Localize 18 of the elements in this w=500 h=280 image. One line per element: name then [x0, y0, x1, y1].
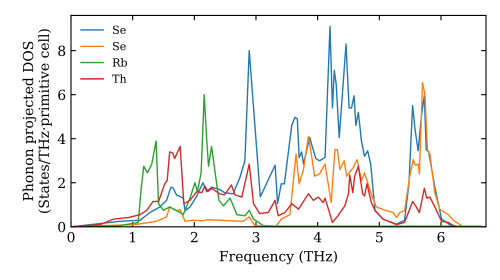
y-tick-label: 0 — [58, 222, 66, 232]
x-tick-label: 1 — [130, 232, 136, 242]
y-tick-label: 8 — [58, 46, 66, 56]
legend-label: Se — [113, 42, 126, 50]
y-tick-label: 4 — [58, 134, 66, 144]
x-axis-title: Frequency (THz) — [220, 250, 337, 264]
x-tick-label: 6 — [437, 232, 445, 242]
legend-label: Rb — [112, 58, 128, 67]
y-tick-label: 6 — [58, 90, 66, 100]
x-tick-label: 0 — [67, 232, 74, 242]
x-tick-label: 2 — [190, 232, 198, 242]
x-tick-label: 5 — [376, 232, 383, 242]
y-tick-label: 2 — [58, 178, 65, 188]
legend-label: Th — [112, 74, 126, 83]
x-tick-label: 3 — [252, 232, 260, 242]
x-tick-label: 4 — [314, 232, 322, 242]
y-axis-title: Phonon projected DOS (States/THz·primitive cell) — [22, 29, 52, 213]
legend-label: Se — [113, 26, 126, 34]
